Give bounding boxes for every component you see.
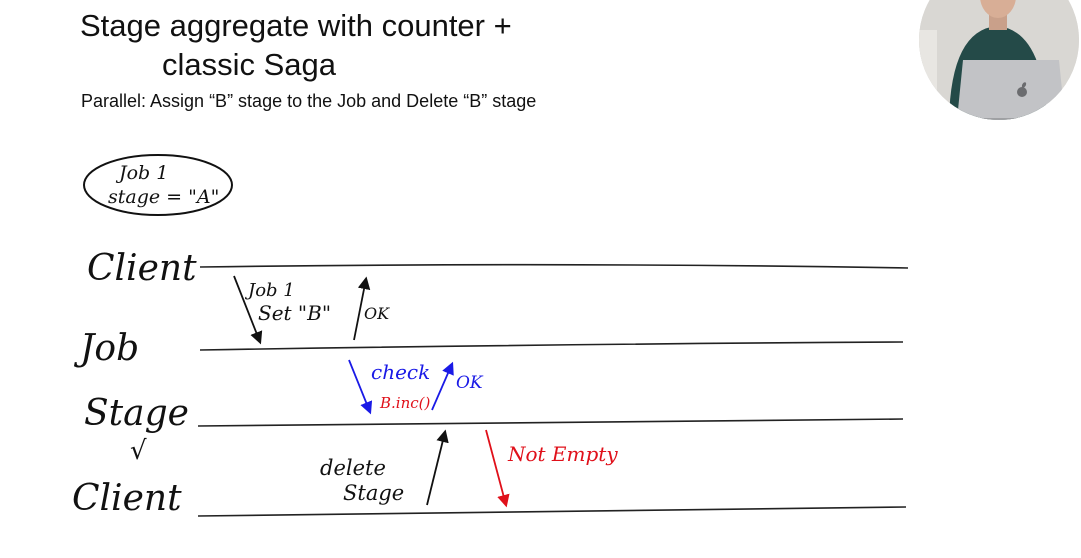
delete-arrow [426, 429, 449, 506]
title-line-2: classic Saga [162, 47, 337, 82]
lane-label-client: Client [87, 248, 197, 289]
apple-logo-icon [1017, 82, 1027, 97]
lane-line-client-2 [197, 506, 907, 517]
delete-label-line-2: Stage [343, 481, 405, 505]
slide-title: Stage aggregate with counter + classic S… [80, 6, 512, 84]
ok-label-2: OK [456, 373, 483, 393]
delete-label-line-1: delete [320, 456, 386, 480]
set-b-label-line-2: Set "B" [258, 301, 332, 325]
lane-line-job [199, 341, 904, 351]
check-arrow [348, 359, 373, 415]
check-label: check [371, 360, 431, 384]
title-line-1: Stage aggregate with counter + [80, 8, 512, 43]
entity-label-line-1: Job 1 [119, 162, 169, 184]
slide-subtitle: Parallel: Assign “B” stage to the Job an… [81, 91, 537, 111]
lane-label-client-2: Client [72, 478, 182, 519]
ok-label-1: OK [364, 304, 390, 323]
set-b-label-line-1: Job 1 [248, 280, 295, 301]
set-b-arrow [233, 275, 263, 345]
binc-label: B.inc() [380, 394, 431, 412]
presenter-head [980, 0, 1016, 18]
lane-line-client [199, 263, 909, 269]
entity-label-line-2: stage = "A" [108, 186, 220, 208]
not-empty-label: Not Empty [508, 442, 618, 466]
laptop-screen [957, 60, 1065, 120]
lane-label-job: Job [80, 328, 140, 369]
ok-arrow-2 [431, 361, 454, 411]
lane-line-stage [197, 418, 904, 427]
stage-checkmark: √ [130, 436, 147, 466]
lane-label-stage: Stage [84, 393, 189, 434]
ok-arrow-1 [353, 276, 371, 341]
entity-ellipse [83, 154, 233, 216]
not-empty-arrow [485, 429, 510, 508]
